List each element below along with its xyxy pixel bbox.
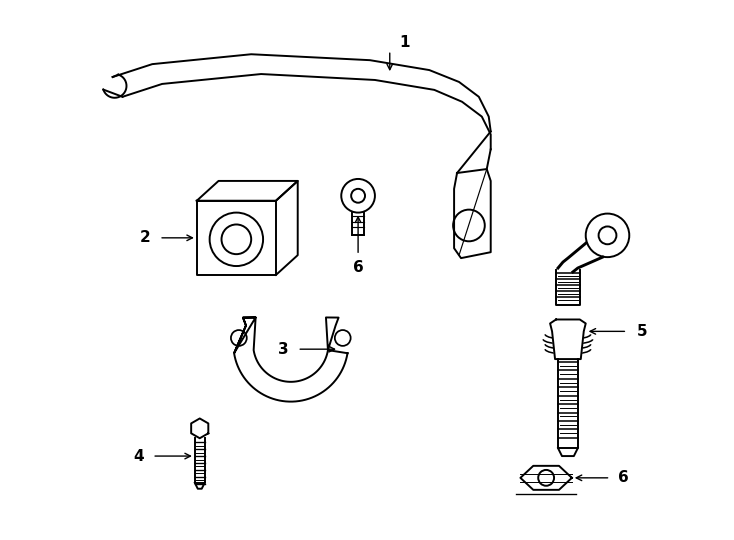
Polygon shape <box>520 466 572 490</box>
Text: 1: 1 <box>399 35 410 50</box>
Polygon shape <box>550 320 586 359</box>
Text: 2: 2 <box>140 231 150 245</box>
Text: 6: 6 <box>353 260 363 274</box>
Text: 5: 5 <box>637 324 647 339</box>
Text: 4: 4 <box>133 449 144 463</box>
Text: 6: 6 <box>618 470 629 485</box>
Text: 3: 3 <box>278 342 288 357</box>
